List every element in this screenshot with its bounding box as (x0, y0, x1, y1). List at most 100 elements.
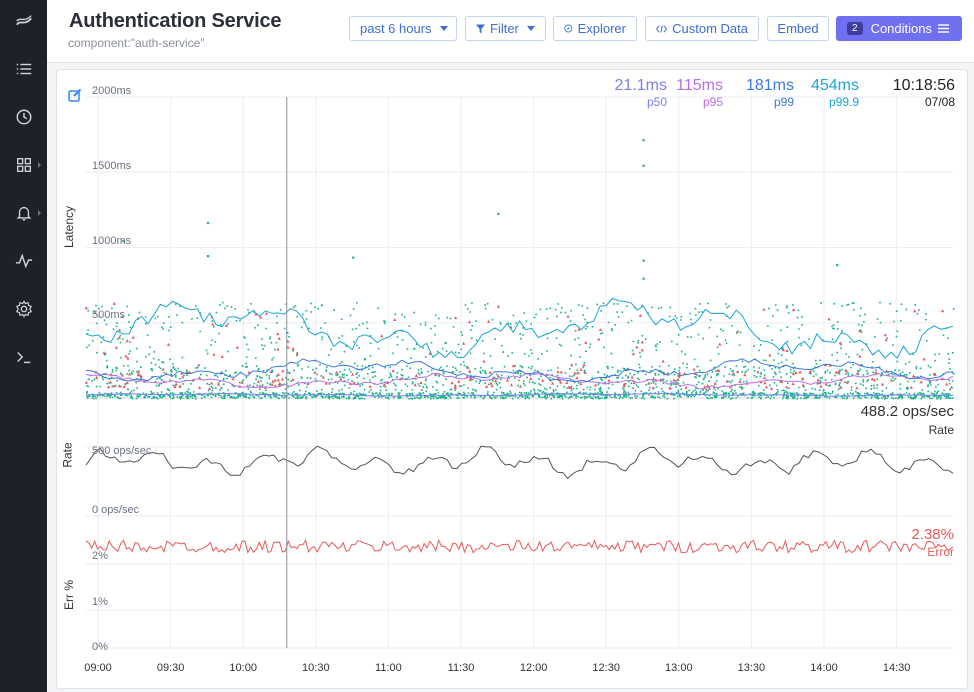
latency-tick: 1000ms (92, 235, 132, 247)
error-tick: 0% (92, 641, 108, 653)
latency-outlier-point (122, 239, 125, 243)
latency-outlier-point (642, 164, 645, 167)
edit-icon[interactable] (68, 88, 82, 102)
menu-icon (938, 24, 949, 33)
p50-stat: 21.1ms p50 (615, 77, 667, 109)
page-subtitle: component:"auth-service" (68, 36, 205, 50)
latency-outlier-point (642, 277, 645, 280)
conditions-label: Conditions (870, 21, 932, 36)
x-tick-label: 09:30 (156, 662, 185, 674)
latency-outlier-point (497, 212, 500, 216)
rate-axis-label: Rate (60, 442, 75, 468)
cursor-time: 10:18:56 (892, 77, 955, 94)
x-tick-label: 10:00 (229, 662, 257, 674)
chevron-right-icon (38, 162, 41, 168)
grid-icon-graphic (16, 158, 31, 172)
dashboard-grid-icon[interactable] (0, 145, 47, 185)
terminal-icon-graphic (16, 351, 30, 364)
p95-label: p95 (702, 95, 723, 109)
percentile-line-p50 (85, 392, 954, 397)
latency-error-points (84, 301, 954, 390)
p999-stat: 454ms p99.9 (811, 77, 859, 109)
list-icon[interactable] (0, 49, 47, 89)
gear-icon[interactable] (0, 289, 47, 329)
latency-outlier-point (836, 264, 839, 267)
percentile-line-p95 (85, 372, 954, 390)
x-tick-label: 13:30 (737, 662, 766, 674)
time-range-dropdown[interactable]: past 6 hours (349, 16, 457, 41)
bell-icon[interactable] (0, 193, 47, 233)
p999-label: p99.9 (828, 95, 859, 109)
latency-tick: 500ms (92, 309, 126, 321)
custom-data-label: Custom Data (672, 21, 748, 36)
cursor-date: 07/08 (924, 95, 955, 109)
percentile-line-p99-9 (85, 297, 954, 359)
latency-outlier-point (206, 221, 210, 225)
p50-value: 21.1ms (614, 77, 667, 94)
p95-value: 115ms (676, 77, 723, 94)
x-tick-label: 12:00 (519, 662, 548, 674)
p99-label: p99 (773, 95, 794, 109)
pulse-icon-graphic (15, 253, 32, 269)
terminal-icon[interactable] (0, 337, 47, 377)
chart-panel: 21.1ms p50 115ms p95 181ms p99 454ms p99… (56, 69, 968, 689)
clock-icon-graphic (16, 109, 31, 125)
p999-value: 454ms (810, 77, 859, 94)
x-tick-label: 11:00 (375, 662, 402, 674)
error-value: 2.38% (911, 526, 954, 543)
conditions-button[interactable]: 2 Conditions (836, 16, 962, 41)
bell-icon-graphic (16, 206, 31, 221)
embed-label: Embed (777, 21, 819, 36)
logo-icon[interactable] (0, 2, 47, 42)
chart-canvas[interactable] (57, 70, 967, 688)
rate-tick: 0 ops/sec (92, 504, 140, 516)
filter-icon (476, 24, 485, 33)
latency-outlier-point (642, 139, 645, 142)
chevron-down-icon (526, 26, 535, 31)
filter-dropdown[interactable]: Filter (465, 16, 546, 41)
chevron-right-icon (38, 210, 41, 216)
error-tick: 2% (92, 550, 108, 562)
p99-value: 181ms (745, 77, 794, 94)
latency-tick: 2000ms (92, 85, 132, 97)
page-title: Authentication Service (69, 10, 282, 32)
gear-icon-graphic (15, 300, 32, 318)
conditions-count-badge: 2 (847, 22, 863, 35)
clock-icon[interactable] (0, 97, 47, 137)
p95-stat: 115ms p95 (676, 77, 723, 109)
explorer-label: Explorer (577, 21, 626, 36)
x-tick-label: 14:00 (810, 662, 838, 674)
explorer-button[interactable]: Explorer (553, 16, 637, 41)
x-tick-label: 10:30 (302, 662, 330, 674)
cursor-time-stat: 10:18:56 07/08 (893, 77, 955, 109)
x-tick-label: 09:00 (84, 662, 112, 674)
x-tick-label: 13:00 (665, 662, 693, 674)
custom-data-button[interactable]: Custom Data (645, 16, 759, 41)
x-tick-label: 14:30 (882, 662, 911, 674)
rate-label: Rate (928, 423, 954, 437)
rate-line (85, 445, 954, 480)
list-icon-graphic (16, 63, 31, 75)
code-icon (656, 24, 668, 33)
error-tick: 1% (92, 596, 108, 608)
pulse-icon[interactable] (0, 241, 47, 281)
latency-tick: 1500ms (92, 160, 132, 172)
latency-outlier-point (206, 255, 210, 258)
p99-stat: 181ms p99 (746, 77, 794, 109)
error-axis-label: Err % (62, 580, 76, 610)
p50-label: p50 (646, 95, 667, 109)
compass-icon (564, 24, 573, 33)
embed-button[interactable]: Embed (767, 16, 829, 41)
latency-axis-label: Latency (62, 205, 77, 249)
time-range-label: past 6 hours (360, 21, 432, 36)
latency-outlier-point (642, 259, 645, 262)
latency-outlier-point (352, 256, 355, 259)
x-tick-label: 11:30 (447, 662, 475, 674)
rate-tick: 500 ops/sec (92, 445, 152, 457)
error-line (85, 538, 954, 554)
chevron-down-icon (439, 26, 448, 31)
x-tick-label: 12:30 (592, 662, 620, 674)
filter-label: Filter (490, 21, 519, 36)
error-label: Error (927, 545, 954, 559)
sidebar (0, 0, 47, 692)
